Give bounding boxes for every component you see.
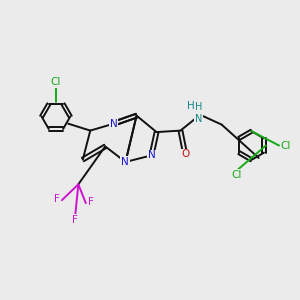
Text: H: H bbox=[187, 101, 195, 111]
Text: F: F bbox=[72, 214, 78, 225]
Text: Cl: Cl bbox=[51, 77, 61, 87]
Text: F: F bbox=[54, 194, 59, 204]
Text: N: N bbox=[148, 150, 155, 161]
Text: N: N bbox=[121, 157, 129, 167]
Text: F: F bbox=[88, 197, 94, 207]
Text: Cl: Cl bbox=[231, 170, 242, 180]
Text: N: N bbox=[110, 119, 117, 129]
Text: O: O bbox=[181, 149, 189, 160]
Text: Cl: Cl bbox=[280, 140, 291, 151]
Text: H
N: H N bbox=[195, 103, 202, 124]
